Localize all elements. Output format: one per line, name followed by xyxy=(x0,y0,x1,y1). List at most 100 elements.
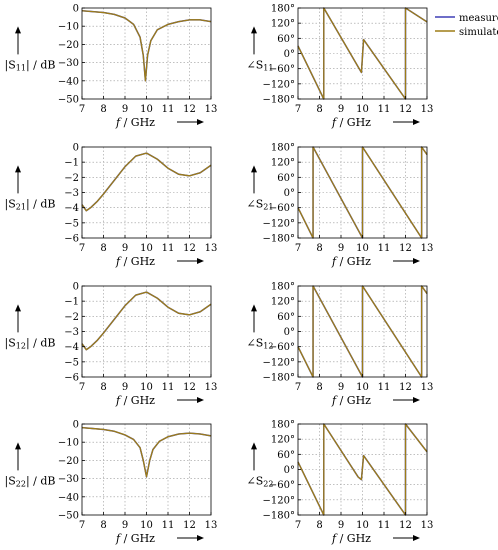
legend: measured simulated xyxy=(435,13,498,38)
x-axis-label: f / GHz xyxy=(331,394,371,407)
x-tick-label: 7 xyxy=(79,520,85,531)
x-tick-label: 10 xyxy=(356,520,369,531)
panel-s11-phase: 7 8 9 10 11 12 13 180° 120° 60° 0° −60° −120° −180° f … xyxy=(247,4,498,130)
x-axis-arrowhead xyxy=(197,397,204,403)
y-tick-label: 0° xyxy=(284,327,295,338)
series-line-simulated xyxy=(297,285,428,378)
x-tick-label: 13 xyxy=(205,520,218,531)
y-axis-arrowhead xyxy=(15,304,21,312)
y-axis-arrowhead xyxy=(15,442,21,450)
legend-label-simulated: simulated xyxy=(459,27,498,38)
x-tick-label: 9 xyxy=(338,382,344,393)
x-tick-label: 12 xyxy=(399,382,412,393)
series-line-simulated xyxy=(81,152,212,212)
y-tick-label: −1 xyxy=(64,158,79,169)
x-axis-arrowhead xyxy=(413,397,420,403)
x-tick-label: 13 xyxy=(421,382,434,393)
x-tick-label: 12 xyxy=(399,520,412,531)
x-tick-label: 11 xyxy=(378,520,391,531)
series-line-simulated xyxy=(81,426,212,478)
x-tick-label: 12 xyxy=(183,520,196,531)
x-tick-label: 12 xyxy=(399,243,412,254)
y-axis-arrowhead xyxy=(251,165,257,173)
panel-s21-mag: 7 8 9 10 11 12 13 0 −1 −2 −3 −4 −5 −6 f / GHz |S21| / d… xyxy=(5,143,218,269)
x-axis-label: f / GHz xyxy=(331,532,371,545)
x-axis-label: f / GHz xyxy=(331,255,371,268)
x-tick-label: 13 xyxy=(205,104,218,115)
y-tick-label: 0 xyxy=(73,143,79,154)
y-tick-label: −60° xyxy=(269,480,295,491)
x-tick-label: 11 xyxy=(162,243,175,254)
panel-s22-mag: 7 8 9 10 11 12 13 0 −10 −20 −30 −40 −50 f / GHz |S22| … xyxy=(5,420,218,546)
y-tick-label: 0 xyxy=(73,4,79,15)
panel-s12-phase: 7 8 9 10 11 12 13 180° 120° 60° 0° −60° −120° −180° f … xyxy=(247,282,434,408)
x-tick-label: 8 xyxy=(316,520,322,531)
x-tick-label: 13 xyxy=(421,243,434,254)
y-tick-label: −120° xyxy=(263,495,295,506)
x-tick-label: 7 xyxy=(79,382,85,393)
x-tick-label: 8 xyxy=(316,382,322,393)
x-tick-label: 7 xyxy=(295,382,301,393)
y-tick-label: −2 xyxy=(64,312,79,323)
x-tick-label: 12 xyxy=(183,243,196,254)
x-tick-label: 7 xyxy=(79,243,85,254)
y-tick-label: −30 xyxy=(58,58,79,69)
y-tick-label: 180° xyxy=(271,282,295,293)
x-tick-label: 9 xyxy=(338,104,344,115)
y-tick-label: 120° xyxy=(271,158,295,169)
x-axis-arrowhead xyxy=(413,535,420,541)
y-axis-arrowhead xyxy=(15,165,21,173)
x-axis-arrowhead xyxy=(413,119,420,125)
x-tick-label: 10 xyxy=(140,104,153,115)
y-axis-label: |S11| / dB xyxy=(5,58,56,72)
y-axis-label: ∠S11 xyxy=(247,58,274,72)
x-tick-label: 12 xyxy=(399,104,412,115)
y-axis-arrowhead xyxy=(251,304,257,312)
series-line-simulated xyxy=(297,423,428,516)
x-axis-label: f / GHz xyxy=(115,255,155,268)
y-tick-label: −1 xyxy=(64,297,79,308)
y-tick-label: −4 xyxy=(64,203,79,214)
legend-label-measured: measured xyxy=(459,13,498,24)
panel-s21-phase: 7 8 9 10 11 12 13 180° 120° 60° 0° −60° −120° −180° f … xyxy=(247,143,434,269)
y-tick-label: −2 xyxy=(64,173,79,184)
x-tick-label: 10 xyxy=(140,243,153,254)
y-tick-label: 0° xyxy=(284,188,295,199)
y-tick-label: −120° xyxy=(263,357,295,368)
x-axis-label: f / GHz xyxy=(115,116,155,129)
y-tick-label: 180° xyxy=(271,143,295,154)
x-tick-label: 8 xyxy=(100,520,106,531)
x-tick-label: 11 xyxy=(378,104,391,115)
x-axis-arrowhead xyxy=(413,258,420,264)
x-tick-label: 11 xyxy=(162,382,175,393)
y-tick-label: −4 xyxy=(64,342,79,353)
x-tick-label: 13 xyxy=(421,104,434,115)
y-tick-label: −10 xyxy=(58,22,79,33)
y-tick-label: −3 xyxy=(64,188,79,199)
x-tick-label: 10 xyxy=(140,382,153,393)
y-tick-label: −10 xyxy=(58,438,79,449)
y-tick-label: −6 xyxy=(64,234,79,245)
y-axis-label: ∠S12 xyxy=(247,336,274,350)
x-tick-label: 10 xyxy=(356,382,369,393)
y-tick-label: −120° xyxy=(263,79,295,90)
x-tick-label: 12 xyxy=(183,382,196,393)
series-line-simulated xyxy=(81,291,212,351)
x-tick-label: 10 xyxy=(356,243,369,254)
x-tick-label: 10 xyxy=(356,104,369,115)
y-axis-label: ∠S21 xyxy=(247,197,274,211)
y-tick-label: −5 xyxy=(64,218,79,229)
panel-s22-phase: 7 8 9 10 11 12 13 180° 120° 60° 0° −60° −120° −180° f … xyxy=(247,420,434,546)
y-tick-label: −180° xyxy=(263,373,295,384)
x-tick-label: 10 xyxy=(140,520,153,531)
x-tick-label: 11 xyxy=(378,382,391,393)
x-tick-label: 13 xyxy=(205,243,218,254)
y-tick-label: −5 xyxy=(64,357,79,368)
x-axis-label: f / GHz xyxy=(115,532,155,545)
series-line-simulated xyxy=(81,10,212,82)
x-tick-label: 8 xyxy=(316,243,322,254)
x-tick-label: 8 xyxy=(100,243,106,254)
panel-s12-mag: 7 8 9 10 11 12 13 0 −1 −2 −3 −4 −5 −6 f / GHz |S12| / d… xyxy=(5,282,218,408)
y-tick-label: −60° xyxy=(269,64,295,75)
x-tick-label: 7 xyxy=(295,104,301,115)
